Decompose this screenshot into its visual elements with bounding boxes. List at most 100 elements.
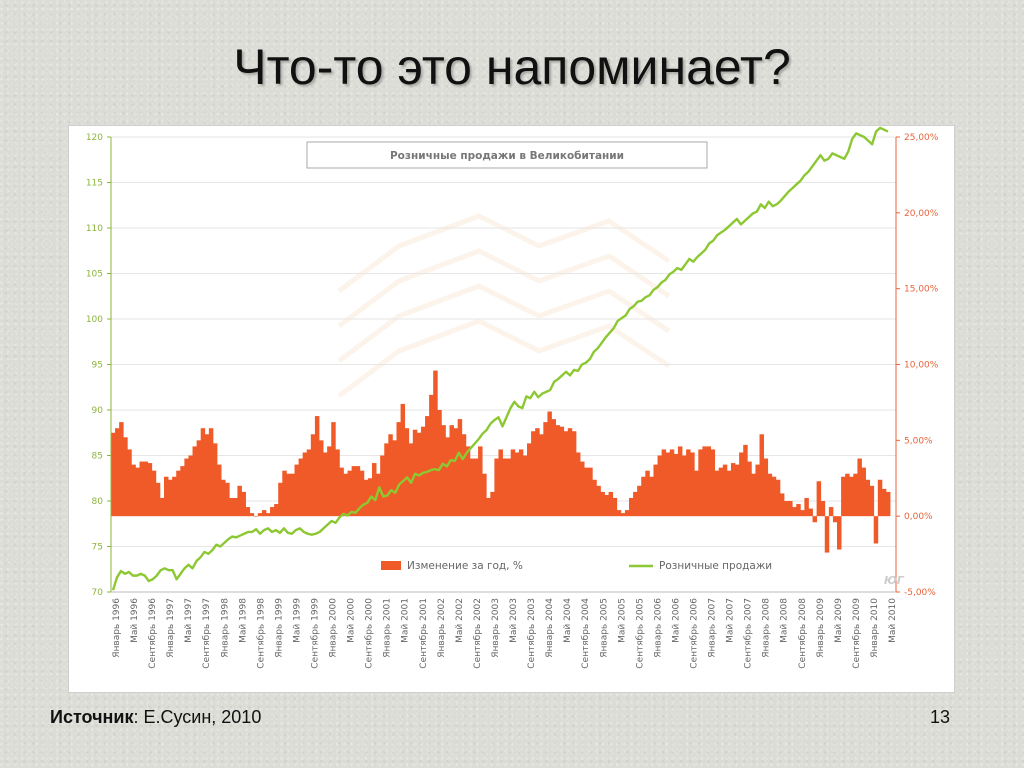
bar [518,449,524,517]
bar [433,370,438,517]
bar [767,473,773,517]
bar [449,425,454,517]
bar [600,491,605,517]
bar [453,428,459,517]
bar [661,449,667,517]
x-tick-label: Май 1997 [184,598,194,643]
bar [155,482,161,517]
x-tick-label: Сентябрь 2009 [852,598,862,669]
bar [465,446,471,517]
bar [445,437,450,517]
bar [783,501,789,517]
left-axis-tick-label: 110 [86,224,103,234]
bar [249,513,255,517]
bar [221,479,226,517]
x-tick-label: Январь 2000 [329,598,339,658]
bar [425,416,430,517]
bar [490,491,495,517]
bar [584,467,589,517]
bar [592,479,597,517]
bar [420,426,426,517]
bar [237,485,242,517]
bar [241,491,246,517]
bar [274,504,279,517]
bar [441,425,446,517]
bar [804,497,809,517]
bar [739,452,744,517]
bar [461,434,467,517]
x-tick-label: Январь 1997 [166,598,176,658]
bar [690,452,695,517]
bar [559,426,565,517]
bar [869,485,875,517]
bar [743,444,748,517]
bar [510,449,516,517]
left-axis-tick-label: 115 [86,179,103,189]
bar [779,493,785,517]
bar [270,507,275,517]
bar-series [110,370,891,553]
left-axis-tick-label: 105 [86,270,103,280]
bar [547,411,552,517]
bar [123,437,128,517]
chart-title-box [306,141,708,169]
bar [502,458,508,517]
watermark-logo [337,213,671,398]
bar [482,473,487,517]
line-series [111,126,889,591]
x-tick-label: Январь 2001 [383,598,393,658]
bar [616,510,622,517]
chart-watermark-text: ЮГ [884,574,905,587]
bar [873,516,879,544]
x-tick-label: Май 2007 [726,598,736,643]
x-tick-label: Май 1999 [292,598,302,643]
x-tick-label: Май 2004 [563,598,573,643]
chart-axes: 70 75 80 85 90 95 100 105 110 115 120 -5,00% 0,00% 5,… [86,133,939,598]
bar [641,476,646,517]
right-axis-tick-label: 25,00% [904,133,939,143]
left-axis-tick-label: 70 [92,588,104,598]
left-axis-tick-label: 100 [86,315,103,325]
bar [384,443,389,517]
x-tick-label: Май 2009 [834,598,844,643]
bar [245,507,251,517]
bar [816,481,822,517]
bar [522,455,528,517]
bar [637,485,642,517]
bar [286,473,291,517]
slide-title: Что-то это напоминает? [233,39,791,95]
bar [200,428,206,517]
right-axis-tick-label: 20,00% [904,209,939,219]
bar [710,449,716,517]
bar [147,463,153,517]
bar [392,440,397,517]
bar [494,458,499,517]
x-tick-label: Январь 1998 [220,598,230,658]
bar [694,470,699,517]
bar [567,428,573,517]
bar [478,446,483,517]
bar [718,467,724,517]
bar [575,452,581,517]
bar [722,464,728,517]
bar [168,479,173,517]
bar [119,422,124,517]
bar [159,497,165,517]
bar [861,467,866,517]
x-tick-label: Сентябрь 2002 [473,598,483,669]
bar [669,449,675,517]
bar [686,449,691,517]
bar [653,464,658,517]
bar [514,452,520,517]
source-label: Источник [50,707,134,727]
bar [657,455,663,517]
x-tick-label: Сентябрь 2008 [798,598,808,669]
bar [314,416,320,517]
x-tick-label: Май 2000 [347,598,357,643]
bar [225,482,230,517]
x-tick-label: Сентябрь 2001 [419,598,429,669]
page-number: 13 [930,707,951,727]
bar [620,513,626,517]
x-tick-label: Сентябрь 1998 [256,598,266,669]
bar [775,479,781,517]
